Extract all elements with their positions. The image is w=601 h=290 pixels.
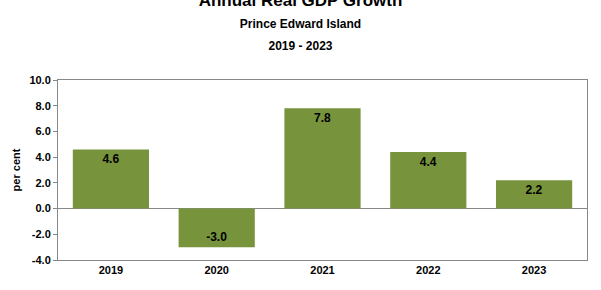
svg-text:7.8: 7.8 [314, 111, 331, 125]
svg-text:2020: 2020 [204, 264, 228, 276]
svg-text:2019: 2019 [99, 264, 123, 276]
svg-text:8.0: 8.0 [36, 100, 51, 112]
svg-text:Annual Real GDP GrowthPrince E: Annual Real GDP GrowthPrince Edward Isla… [199, 0, 403, 53]
svg-text:2023: 2023 [522, 264, 546, 276]
svg-text:per cent: per cent [10, 148, 22, 191]
svg-text:10.0: 10.0 [29, 74, 50, 86]
svg-text:6.0: 6.0 [36, 125, 51, 137]
svg-text:-4.0: -4.0 [32, 254, 51, 266]
svg-text:-3.0: -3.0 [206, 230, 227, 244]
svg-text:0.0: 0.0 [36, 202, 51, 214]
svg-text:2022: 2022 [416, 264, 440, 276]
svg-text:4.0: 4.0 [36, 151, 51, 163]
svg-text:2.2: 2.2 [526, 183, 543, 197]
svg-text:2021: 2021 [310, 264, 334, 276]
svg-text:4.4: 4.4 [420, 155, 437, 169]
svg-text:2.0: 2.0 [36, 177, 51, 189]
svg-text:4.6: 4.6 [102, 152, 119, 166]
svg-text:-2.0: -2.0 [32, 228, 51, 240]
